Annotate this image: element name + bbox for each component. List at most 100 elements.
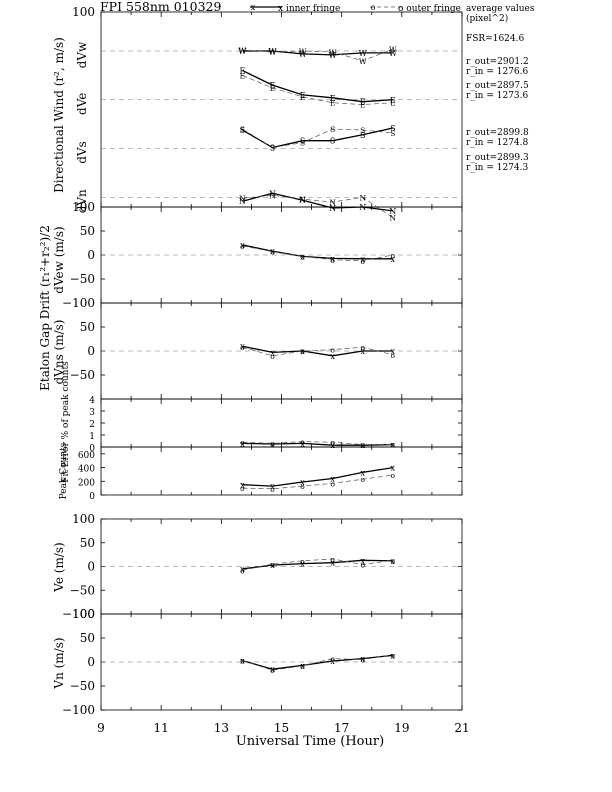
point-inner: x [330,475,335,484]
point-outer: o [330,555,335,564]
point-inner: x [330,559,335,568]
series-inner [242,345,393,357]
point-outer: o [270,666,275,675]
point-outer: W [269,48,277,57]
y-tick-label: −50 [70,368,95,382]
point-inner: S [330,137,335,146]
series-outer [242,346,393,357]
y-tick-label: 3 [89,408,95,418]
point-inner: E [390,96,396,105]
plot-frame [100,446,463,496]
point-outer: o [240,566,245,575]
point-outer: o [360,475,365,484]
y-tick-label: 600 [78,451,95,461]
point-outer: S [270,144,275,153]
point-outer: o [360,343,365,352]
point-outer: W [299,47,307,56]
series-dvw-outer [242,48,393,62]
y-tick-label: 100 [72,5,95,19]
y-tick-label: −50 [70,679,95,693]
series-outer [242,245,393,262]
point-outer: o [240,242,245,251]
y-tick-label: 4 [89,396,95,406]
point-inner: S [360,131,365,140]
series-dvw-inner [242,50,393,56]
point-outer: E [360,101,365,110]
point-outer: o [360,656,365,665]
point-outer: o [240,657,245,666]
series-outer [242,441,393,445]
channel-label-dvn: dVn [75,189,89,213]
point-outer: o [330,346,335,355]
point-inner: x [391,347,396,356]
point-outer: o [300,252,305,261]
y-axis-label: Vn (m/s) [52,637,66,689]
point-inner: W [298,50,307,59]
series-dvn-outer [242,194,393,218]
point-inner: x [360,655,365,664]
y-tick-label: 2 [89,420,95,430]
y-tick-label: 0 [89,492,95,502]
point-outer: E [240,71,245,80]
point-outer: N [239,194,246,203]
point-outer: o [391,251,396,260]
y-tick-label: 200 [78,478,95,488]
point-outer: N [359,193,366,202]
point-inner: x [270,348,275,357]
point-outer: W [239,46,247,55]
series-dvn-inner [242,192,393,212]
x-tick-label: 13 [214,721,229,735]
point-inner: N [239,197,246,206]
point-outer: E [300,93,305,102]
plot-frame [100,11,463,208]
y-tick-label: 100 [72,200,95,214]
s-r-out: r_out=2899.8 [466,128,529,138]
point-inner: x [300,439,305,448]
x-tick-label: 17 [334,721,349,735]
point-outer: W [359,57,367,66]
point-outer: W [329,48,337,57]
y-tick-label: −100 [62,607,95,621]
e-r-in: r_in = 1273.6 [466,91,529,101]
y-tick-label: −100 [62,703,95,717]
series-inner [242,442,393,446]
point-outer: S [300,139,305,148]
point-outer: o [300,662,305,671]
point-inner: x [240,481,245,490]
y-tick-label: 50 [80,631,95,645]
x-tick-label: 15 [274,721,289,735]
series-outer [242,474,393,490]
s-r-in: r_in = 1274.8 [466,138,529,148]
point-outer: S [390,129,395,138]
fsr-value: FSR=1624.6 [466,34,524,44]
legend-inner-label: x inner fringe [278,4,340,14]
point-inner: x [300,560,305,569]
legend-outer-label: o outer fringe [398,4,461,14]
point-inner: E [239,67,245,76]
point-outer: o [330,655,335,664]
point-outer: N [329,198,336,207]
point-inner: S [270,144,275,153]
point-inner: x [391,464,396,473]
point-inner: x [240,657,245,666]
y-tick-label: −100 [62,296,95,310]
point-outer: o [300,347,305,356]
point-outer: S [240,125,245,134]
point-inner: N [299,196,306,205]
point-inner: x [240,565,245,574]
point-inner: x [391,255,396,264]
legend-inner-marker: x [251,3,256,12]
point-inner: N [269,189,276,198]
point-outer: N [390,214,397,223]
w-r-in: r_in = 1276.6 [466,67,529,77]
point-outer: o [270,352,275,361]
y-tick-label: 100 [72,607,95,621]
point-outer: o [391,441,396,450]
point-outer: S [360,126,365,135]
point-inner: x [240,241,245,250]
point-inner: x [391,651,396,660]
point-outer: S [330,125,335,134]
